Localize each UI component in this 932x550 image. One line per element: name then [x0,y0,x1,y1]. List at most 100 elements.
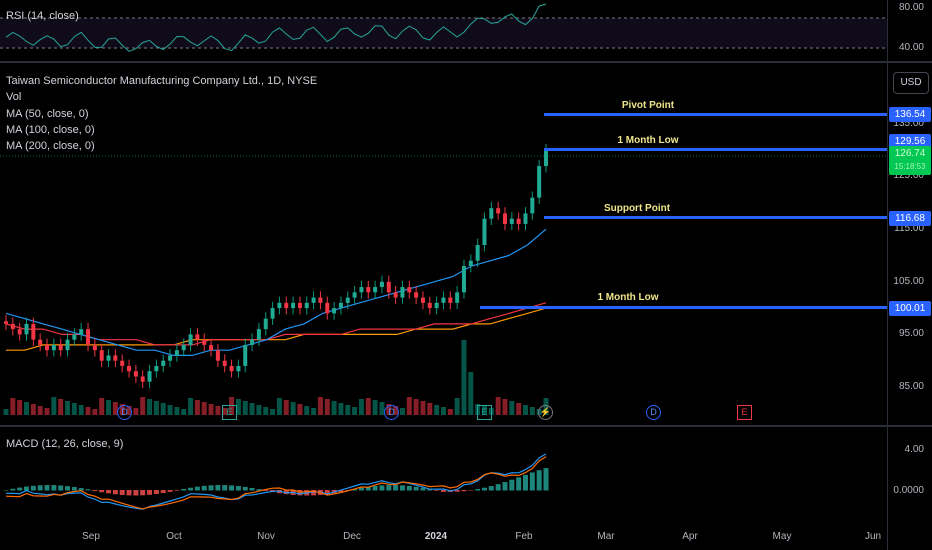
candle-body [58,344,63,351]
volume-bar [529,407,535,415]
candle-body [345,297,350,303]
volume-bar [481,406,487,415]
volume-bar [516,403,522,415]
candle-body [496,208,501,214]
time-label-dec: Dec [343,531,361,542]
volume-bar [468,372,474,415]
candle-body [475,244,480,261]
month-low-price-tag-1: 129.56 [889,134,931,149]
support-point-line[interactable] [544,216,887,219]
volume-bar [427,403,433,415]
rsi-tick-80: 80.00 [898,2,924,13]
macd-histogram-bar [372,485,378,491]
macd-histogram-bar [263,490,269,491]
candle-body [407,287,412,293]
candle-body [544,150,548,167]
macd-histogram-bar [352,489,358,491]
currency-button[interactable]: USD [893,72,929,94]
volume-bar [317,397,323,415]
volume-bar [30,404,36,415]
macd-histogram-bar [85,489,91,491]
dividend-badge[interactable]: D [646,405,661,420]
volume-bar [160,403,166,415]
candle-body [523,213,528,224]
chart-title: Taiwan Semiconductor Manufacturing Compa… [6,75,318,87]
rsi-legend: RSI (14, close) [6,10,79,22]
candle-body [92,344,97,351]
macd-panel[interactable]: MACD (12, 26, close, 9) [0,427,887,527]
macd-histogram-bar [147,490,153,495]
macd-histogram-bar [201,485,207,491]
candle-body [386,281,391,293]
volume-bar [99,398,105,415]
ma50-legend: MA (50, close, 0) [6,108,89,120]
macd-histogram-bar [461,490,467,492]
candle-body [222,360,227,366]
macd-histogram-bar [454,490,460,492]
time-label-sep: Sep [82,531,100,542]
macd-legend: MACD (12, 26, close, 9) [6,438,124,450]
candle-body [113,355,118,361]
price-panel[interactable]: Taiwan Semiconductor Manufacturing Compa… [0,63,887,424]
dividend-badge[interactable]: D [384,405,399,420]
earnings-badge[interactable]: E [222,405,237,420]
volume-bar [495,397,501,415]
volume-bar [3,409,9,415]
rsi-axis[interactable]: 80.00 40.00 [888,0,932,60]
candle-body [434,302,439,309]
current-price-countdown: 15:18:53 [894,162,926,171]
macd-histogram-bar [495,484,501,491]
candle-body [31,323,36,340]
macd-histogram-bar [160,490,166,494]
rsi-panel[interactable]: RSI (14, close) [0,0,887,60]
macd-histogram-bar [215,485,221,491]
volume-bar [222,408,228,415]
volume-bar [406,397,412,415]
price-axis[interactable]: USD 135.00 125.00 115.00 105.00 95.00 85… [888,63,932,424]
dividend-badge[interactable]: D [117,405,132,420]
pivot-point-line[interactable] [544,113,887,116]
macd-tick-4: 4.00 [904,444,924,455]
panel-separator[interactable] [0,425,932,427]
volume-bar [502,399,508,415]
macd-signal-line [5,456,547,510]
macd-histogram-bar [208,485,214,491]
macd-histogram-bar [365,486,371,491]
candle-body [86,329,91,345]
candle-body [243,344,248,366]
current-price-tag: 126.74 15:18:53 [889,146,931,175]
rsi-band [0,18,887,48]
split-lightning-icon[interactable]: ⚡ [538,405,553,420]
macd-histogram-bar [413,486,419,491]
volume-bar [454,398,460,415]
time-label-nov: Nov [257,531,275,542]
volume-bar [235,399,241,415]
macd-axis[interactable]: 4.00 0.0000 [888,427,932,527]
macd-histogram-bar [242,486,248,491]
candle-body [359,287,364,293]
macd-histogram-bar [235,486,241,491]
volume-bar [522,405,528,415]
month-low-price-tag-2: 100.01 [889,301,931,316]
volume-bar [256,405,262,415]
candle-body [250,339,255,345]
macd-histogram-bar [502,482,508,491]
candle-body [427,302,432,309]
volume-legend: Vol [6,91,22,103]
macd-histogram-bar [434,490,440,491]
volume-bar [58,399,64,415]
time-label-mar: Mar [597,531,615,542]
panel-separator[interactable] [0,61,932,63]
macd-histogram-bar [106,490,112,494]
earnings-badge[interactable]: E [737,405,752,420]
time-label-oct: Oct [166,531,182,542]
volume-bar [201,402,207,415]
macd-histogram-bar [17,487,23,491]
volume-bar [229,397,235,415]
earnings-badge[interactable]: E [477,405,492,420]
candle-body [393,292,398,298]
time-label-feb: Feb [515,531,533,542]
volume-bar [331,401,337,415]
month-low-line-1[interactable] [544,148,887,151]
month-low-line-2[interactable] [480,306,887,309]
